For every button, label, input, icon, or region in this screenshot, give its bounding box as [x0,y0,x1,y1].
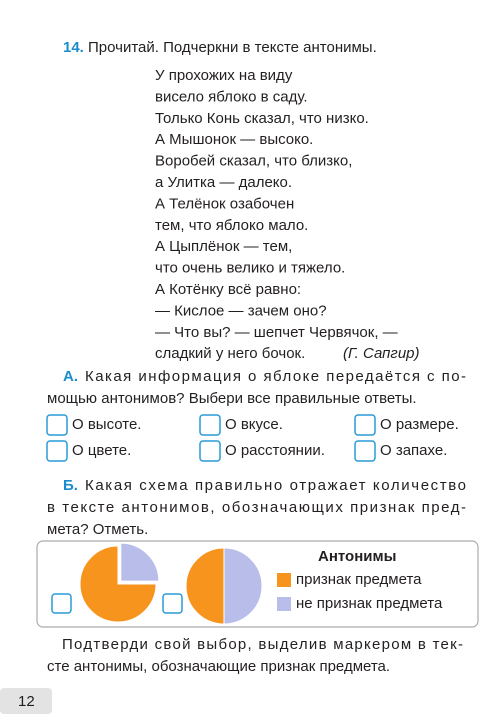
poem-line: — Что вы? — шепчет Червячок, — [155,324,398,341]
pie-slice [223,547,263,625]
question-line: Какая схема правильно отражает количеств… [85,477,466,494]
legend-swatch [277,573,291,587]
task-number: 14. [63,39,84,56]
checkbox[interactable] [51,593,72,614]
poem-line: висело яблоко в саду. [155,88,308,105]
checkbox[interactable] [199,440,221,462]
part-a-label: А. [63,368,78,385]
checkbox[interactable] [354,440,376,462]
option-label: О размере. [380,416,459,433]
legend-label: признак предмета [296,571,422,588]
legend-swatch [277,597,291,611]
page-tab [0,688,52,714]
question-line: мета? Отметь. [47,521,148,538]
pie-slice [120,542,160,582]
question-line: в тексте антонимов, обозначающих признак… [47,499,466,516]
poem-line: сладкий у него бочок. [155,345,305,362]
poem-line: — Кислое — зачем оно? [155,302,327,319]
poem-line: Только Конь сказал, что низко. [155,110,369,127]
poem-line: А Котёнку всё равно: [155,281,301,298]
page-number: 12 [18,693,35,710]
checkbox[interactable] [162,593,183,614]
checkbox[interactable] [354,414,376,436]
poem-line: а Улитка — далеко. [155,174,292,191]
scheme-frame [36,540,479,628]
task-instruction: Прочитай. Подчеркни в тексте антонимы. [88,39,377,56]
poem-line: У прохожих на виду [155,67,293,84]
checkbox[interactable] [46,414,68,436]
footer-line: сте антонимы, обозначающие признак предм… [47,658,390,675]
pie-slice [185,547,225,625]
option-label: О высоте. [72,416,141,433]
checkbox[interactable] [46,440,68,462]
option-label: О вкусе. [225,416,283,433]
question-line: Какая информация о яблоке передаётся с п… [85,368,466,385]
poem-line: А Цыплёнок — тем, [155,238,292,255]
poem-author: (Г. Сапгир) [343,345,420,362]
option-label: О цвете. [72,442,131,459]
question-line: мощью антонимов? Выбери все правильные о… [47,390,417,407]
footer-line: Подтверди свой выбор, выделив маркером в… [62,636,463,653]
poem-line: Воробей сказал, что близко, [155,153,352,170]
pie-slice [79,545,157,623]
poem-line: А Телёнок озабочен [155,195,294,212]
checkbox[interactable] [199,414,221,436]
legend-title: Антонимы [318,548,396,565]
legend-label: не признак предмета [296,595,443,612]
poem-line: тем, что яблоко мало. [155,217,308,234]
option-label: О расстоянии. [225,442,325,459]
poem-line: что очень велико и тяжело. [155,260,345,277]
poem-line: А Мышонок — высоко. [155,131,313,148]
option-label: О запахе. [380,442,447,459]
part-b-label: Б. [63,477,78,494]
